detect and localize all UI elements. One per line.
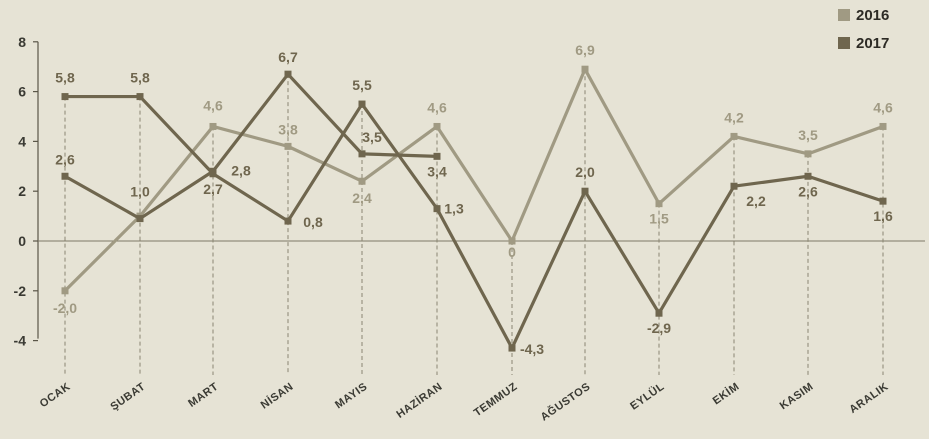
y-tick-label: -4 — [14, 333, 27, 349]
data-point-marker — [730, 132, 738, 140]
data-point-marker — [508, 237, 516, 245]
data-label: 0,8 — [303, 214, 323, 230]
y-tick-label: 8 — [18, 34, 26, 50]
x-category-label: EKİM — [710, 380, 742, 408]
data-label: 5,5 — [352, 77, 372, 93]
data-point-marker — [358, 150, 366, 158]
data-label: 1,3 — [444, 201, 464, 217]
x-category-label: OCAK — [38, 381, 73, 411]
legend-swatch-2016 — [838, 9, 850, 21]
series-line-2 — [63, 72, 439, 221]
legend-swatch-2017 — [838, 37, 850, 49]
x-category-label: MAYIS — [333, 381, 370, 412]
x-category-label: TEMMUZ — [472, 381, 520, 420]
data-point-marker — [61, 172, 69, 180]
legend: 2016 2017 — [838, 7, 889, 52]
data-label: 2,6 — [55, 151, 75, 167]
data-labels: -2,0 4,6 3,8 2,4 4,6 0 6,9 1,5 4,2 3,5 4,6 5,8 5,8 2,… — [53, 42, 893, 357]
series-layer — [61, 65, 887, 352]
data-label: 4,2 — [724, 109, 744, 125]
data-point-marker — [581, 65, 589, 73]
data-point-marker — [284, 142, 292, 150]
series-line-2017 — [63, 94, 885, 350]
data-label: 1,0 — [130, 184, 150, 200]
series-line-2016 — [63, 67, 885, 293]
y-tick-label: 6 — [18, 84, 26, 100]
data-label: 6,9 — [575, 42, 595, 58]
data-point-marker — [804, 150, 812, 158]
y-tick-label: -2 — [14, 283, 27, 299]
data-point-marker — [433, 205, 441, 213]
data-label: 3,5 — [798, 127, 818, 143]
axes: 8 6 4 2 0 -2 -4 OCAK ŞUBAT MART NİSAN MAYIS HAZİRAN T… — [14, 34, 925, 424]
data-point-marker — [581, 187, 589, 195]
legend-label-2017: 2017 — [856, 35, 889, 52]
data-label: 0 — [508, 244, 516, 260]
data-point-marker — [433, 122, 441, 130]
data-point-marker — [61, 287, 69, 295]
data-label: 1,5 — [649, 211, 669, 227]
data-label: 6,7 — [278, 49, 298, 65]
data-point-marker — [655, 200, 663, 208]
data-label: 2,4 — [352, 190, 372, 206]
data-label: 2,8 — [231, 162, 251, 178]
data-point-marker — [730, 182, 738, 190]
drop-lines — [64, 69, 884, 375]
data-label: 2,2 — [746, 193, 766, 209]
data-point-marker — [284, 217, 292, 225]
data-point-marker — [358, 177, 366, 185]
data-point-marker — [136, 93, 144, 101]
x-category-label: HAZİRAN — [394, 380, 445, 421]
data-label: 3,8 — [278, 121, 298, 137]
x-category-label: ŞUBAT — [108, 381, 147, 414]
x-category-label: AĞUSTOS — [538, 380, 593, 424]
data-label: 2,0 — [575, 164, 595, 180]
y-tick-label: 4 — [18, 133, 26, 149]
data-point-marker — [284, 70, 292, 78]
data-label: 3,5 — [362, 129, 382, 145]
data-point-marker — [358, 100, 366, 108]
data-label: 2,6 — [798, 183, 818, 199]
data-label: 2,7 — [203, 181, 223, 197]
data-point-marker — [804, 172, 812, 180]
data-label: 4,6 — [427, 99, 447, 115]
data-label: -2,0 — [53, 300, 77, 316]
legend-label-2016: 2016 — [856, 7, 889, 24]
data-label: 4,6 — [873, 99, 893, 115]
x-category-label: ARALIK — [847, 381, 890, 416]
data-label: 3,4 — [427, 163, 447, 179]
x-category-label: EYLÜL — [628, 380, 667, 413]
data-point-marker — [508, 344, 516, 352]
data-point-marker — [209, 167, 217, 175]
data-label: 5,8 — [55, 70, 75, 86]
x-category-label: NİSAN — [258, 380, 296, 412]
data-label: -4,3 — [520, 341, 544, 357]
y-tick-label: 0 — [18, 233, 26, 249]
data-label: 5,8 — [130, 70, 150, 86]
x-category-label: MART — [186, 381, 221, 410]
data-label: 4,6 — [203, 97, 223, 113]
data-point-marker — [655, 309, 663, 317]
data-point-marker — [433, 152, 441, 160]
data-point-marker — [879, 197, 887, 205]
x-category-label: KASIM — [778, 381, 816, 413]
data-point-marker — [136, 215, 144, 223]
data-label: -2,9 — [647, 320, 671, 336]
data-point-marker — [209, 122, 217, 130]
data-label: 1,6 — [873, 208, 893, 224]
y-tick-label: 2 — [18, 183, 26, 199]
data-point-marker — [879, 122, 887, 130]
data-point-marker — [61, 93, 69, 101]
